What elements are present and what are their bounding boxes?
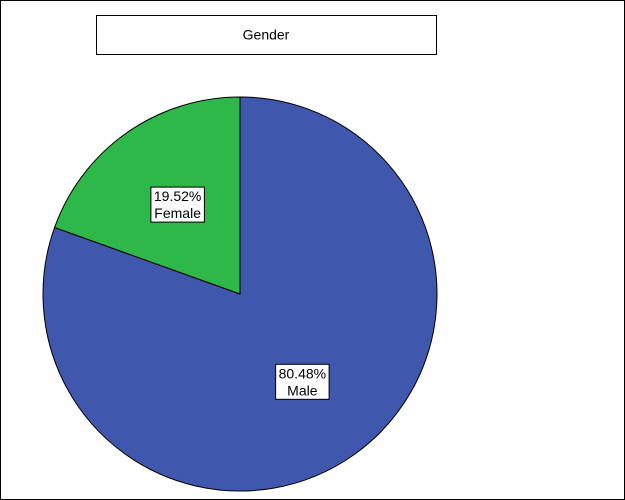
value-label: 19.52% [154,188,201,204]
title-box [96,15,437,55]
value-label: 80.48% [279,365,326,381]
category-label: Male [287,382,318,398]
category-label: Female [154,205,201,221]
chart-title: Gender [243,27,290,43]
label-box [150,186,205,223]
pie-slice [42,96,438,492]
slice-label: 80.48%Male [275,363,330,400]
label-box [275,363,330,400]
slice-label: 19.52%Female [150,186,205,223]
pie-slice [53,96,241,295]
